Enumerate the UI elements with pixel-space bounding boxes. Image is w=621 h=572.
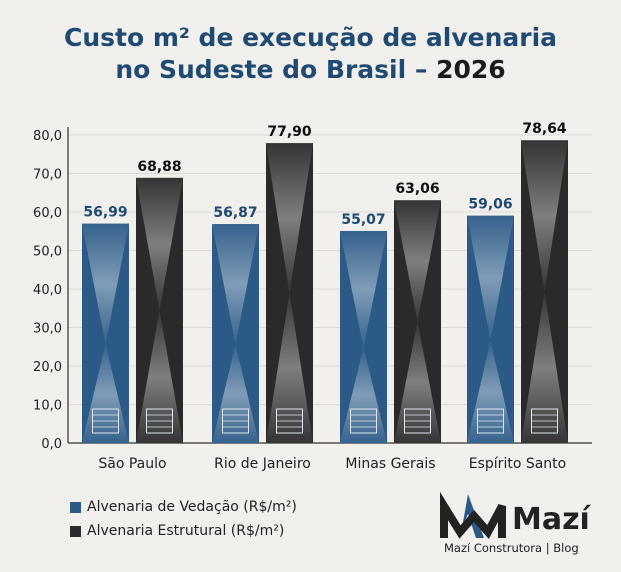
bar-highlight xyxy=(136,177,183,311)
data-label: 56,87 xyxy=(213,205,257,221)
bar-highlight xyxy=(521,140,568,292)
x-tick-label: Espírito Santo xyxy=(469,456,566,472)
logo-mark-icon xyxy=(440,491,506,539)
legend: Alvenaria de Vedação (R$/m²) Alvenaria E… xyxy=(70,495,297,543)
bar-highlight xyxy=(82,223,129,345)
y-tick-label: 80,0 xyxy=(33,129,62,144)
bar-highlight xyxy=(467,215,514,341)
bar-highlight xyxy=(212,224,259,345)
bar-highlight xyxy=(266,143,313,294)
bar-highlight xyxy=(394,200,441,322)
y-tick-label: 40,0 xyxy=(33,283,62,298)
y-tick-label: 30,0 xyxy=(33,322,62,337)
bar-highlight xyxy=(136,310,183,443)
data-label: 77,90 xyxy=(267,124,312,140)
y-tick-label: 10,0 xyxy=(33,399,62,414)
bar-highlight xyxy=(340,347,387,443)
data-label: 78,64 xyxy=(522,121,567,137)
x-tick-label: Rio de Janeiro xyxy=(214,456,311,472)
y-tick-label: 0,0 xyxy=(41,437,62,452)
bar-highlight xyxy=(212,344,259,443)
title-year: 2026 xyxy=(436,55,506,84)
data-label: 56,99 xyxy=(83,205,127,221)
legend-swatch xyxy=(70,525,81,537)
bar-highlight xyxy=(340,230,387,348)
data-label: 59,06 xyxy=(468,197,512,213)
chart-title: Custo m² de execução de alvenaria no Sud… xyxy=(0,22,621,86)
legend-item-estrutural: Alvenaria Estrutural (R$/m²) xyxy=(70,519,297,543)
title-line-1: Custo m² de execução de alvenaria xyxy=(63,23,558,52)
logo-name: Mazí xyxy=(512,502,590,537)
bar-highlight xyxy=(394,321,441,443)
legend-label: Alvenaria de Vedação (R$/m²) xyxy=(87,499,297,515)
legend-swatch xyxy=(70,501,81,513)
title-text: no Sudeste do Brasil – xyxy=(115,55,437,84)
bar-highlight xyxy=(521,291,568,443)
y-tick-label: 70,0 xyxy=(33,168,62,183)
bar-highlight xyxy=(467,340,514,443)
legend-item-vedacao: Alvenaria de Vedação (R$/m²) xyxy=(70,495,297,519)
legend-label: Alvenaria Estrutural (R$/m²) xyxy=(87,523,285,539)
y-tick-label: 20,0 xyxy=(33,360,62,375)
data-label: 63,06 xyxy=(395,181,439,197)
x-tick-label: Minas Gerais xyxy=(345,456,435,472)
logo-subtitle: Mazí Construtora | Blog xyxy=(444,541,579,555)
data-label: 55,07 xyxy=(341,212,385,228)
bar-highlight xyxy=(82,344,129,443)
data-label: 68,88 xyxy=(137,159,181,175)
y-tick-label: 60,0 xyxy=(33,206,62,221)
x-tick-label: São Paulo xyxy=(98,456,166,472)
logo: Mazí Mazí Construtora | Blog xyxy=(440,491,590,555)
bar-highlight xyxy=(266,293,313,443)
y-tick-label: 50,0 xyxy=(33,245,62,260)
title-line-2: no Sudeste do Brasil – 2026 xyxy=(0,54,621,86)
